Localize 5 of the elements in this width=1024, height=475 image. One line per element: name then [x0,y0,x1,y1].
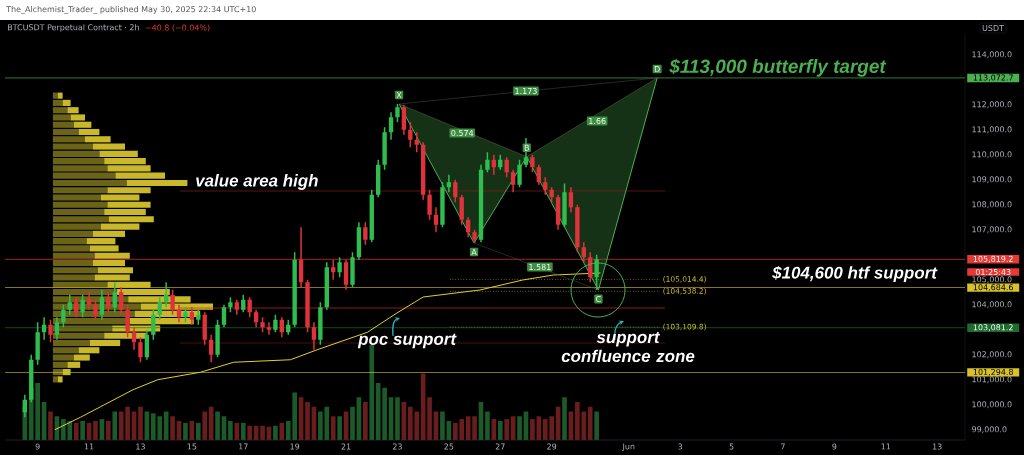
annotation: $104,600 htf support [772,265,938,283]
annotation: poc support [357,333,457,349]
annotation: value area high [196,174,318,190]
annotation: $113,000 butterfly target [669,58,887,77]
annotation: support confluence zone [561,331,695,363]
